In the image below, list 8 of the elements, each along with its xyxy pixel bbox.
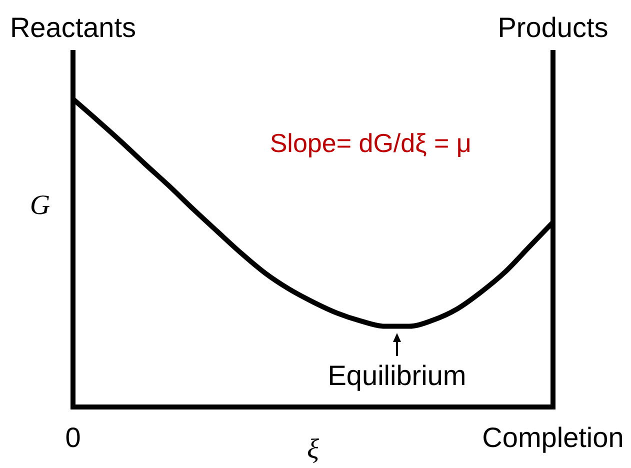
x-tick-label: Completion — [482, 422, 624, 453]
x-axis-title: ξ — [307, 434, 319, 465]
y-axis-title: G — [30, 190, 50, 221]
x-tick-label: 0 — [65, 422, 81, 453]
text: Reactants — [10, 12, 136, 43]
annotation: Equilibrium — [328, 360, 466, 391]
annotation: Slope= dG/dξ = μ — [270, 128, 472, 158]
text: Products — [498, 12, 608, 43]
